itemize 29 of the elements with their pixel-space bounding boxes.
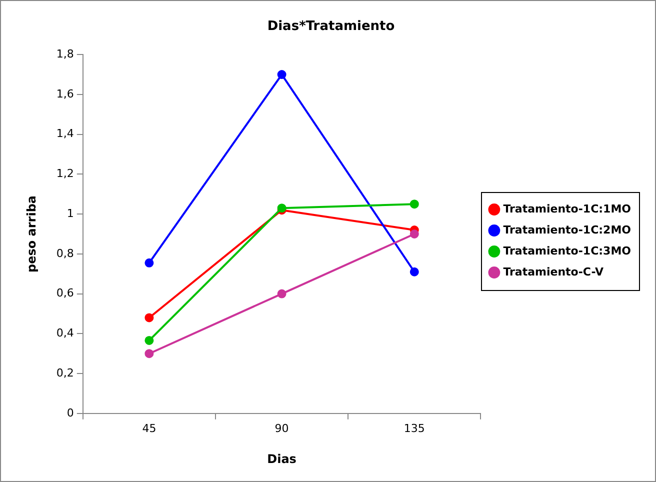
point <box>410 200 419 209</box>
y-axis-title: peso arriba <box>24 195 38 273</box>
point <box>144 258 154 268</box>
point <box>277 70 286 80</box>
point <box>144 349 154 358</box>
legend-label: Tratamiento-1C:2MO <box>503 223 632 236</box>
y-tick-label: 1,8 <box>56 47 74 60</box>
point <box>277 289 286 298</box>
y-tick-label: 1,4 <box>56 127 74 140</box>
x-tick-label: 90 <box>274 422 289 435</box>
legend-label: Tratamiento-C-V <box>503 265 604 278</box>
y-tick-label: 1,2 <box>56 167 74 180</box>
y-tick-label: 0,6 <box>56 286 74 300</box>
point <box>144 313 154 322</box>
y-tick-label: 0,4 <box>56 326 74 340</box>
y-tick-label: 0 <box>66 406 74 420</box>
y-tick-label: 0,8 <box>56 246 74 260</box>
y-tick-label: 1,6 <box>56 87 74 100</box>
x-tick-label: 45 <box>142 422 156 435</box>
legend-label: Tratamiento-1C:1MO <box>503 202 632 216</box>
y-tick-label: 0,2 <box>56 366 74 380</box>
legend-label: Tratamiento-1C:3MO <box>503 244 632 258</box>
point <box>144 336 154 345</box>
chart-title: Dias*Tratamiento <box>267 19 395 34</box>
x-axis-title: Dias <box>267 452 296 466</box>
point <box>410 267 419 276</box>
y-tick-label: 1 <box>66 206 74 220</box>
point <box>410 230 419 238</box>
x-tick-label: 135 <box>404 422 425 435</box>
